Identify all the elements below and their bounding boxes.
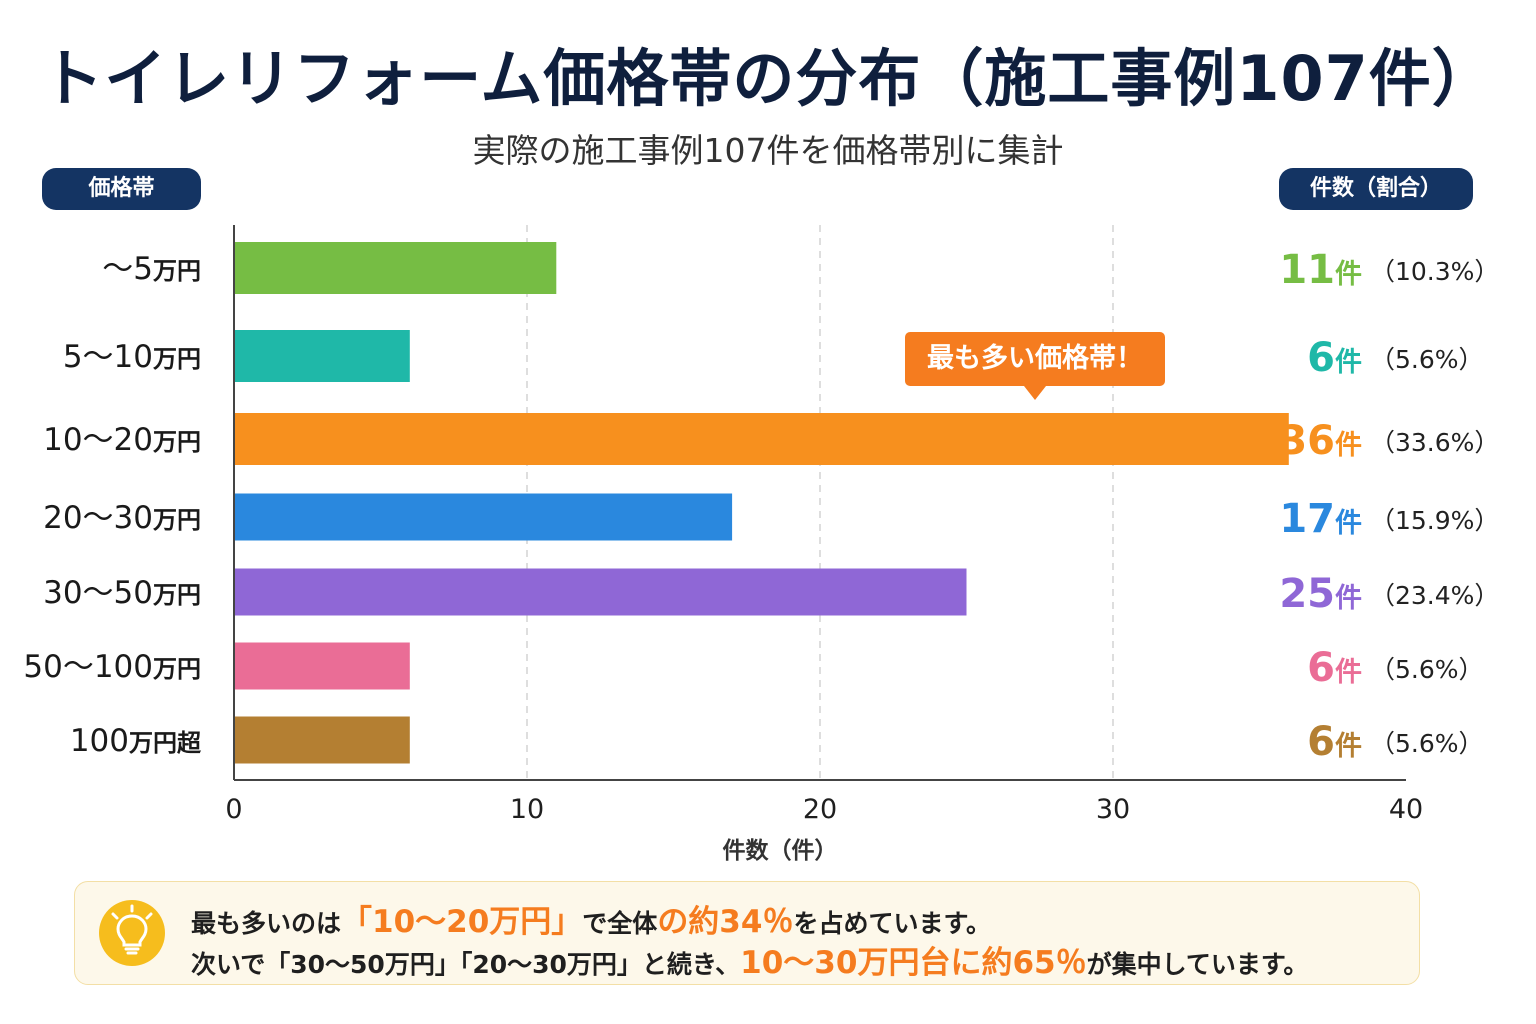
value-label-5: 6件 bbox=[1307, 645, 1362, 691]
insight-line-2: 次いで「30～50万円」「20～30万円」と続き、10～30万円台に約65％が集… bbox=[191, 937, 1308, 982]
value-label-6: 6件 bbox=[1307, 719, 1362, 765]
x-axis-label: 件数（件） bbox=[723, 837, 838, 864]
bar-0 bbox=[234, 242, 557, 294]
x-tick-label-40: 40 bbox=[1389, 794, 1423, 825]
bar-4 bbox=[234, 568, 967, 616]
percent-label-5: （5.6%） bbox=[1370, 655, 1484, 684]
value-label-0: 11件 bbox=[1279, 247, 1362, 293]
category-label-1: 5～10万円 bbox=[63, 339, 201, 375]
value-label-1: 6件 bbox=[1307, 335, 1362, 381]
insight-text: が集中しています。 bbox=[1086, 950, 1309, 979]
bar-3 bbox=[234, 493, 733, 541]
x-tick-label-0: 0 bbox=[225, 794, 242, 825]
category-label-3: 20～30万円 bbox=[43, 500, 201, 536]
insight-line-1: 最も多いのは「10～20万円」で全体の約34％を占めています。 bbox=[191, 896, 991, 941]
insight-text: を占めています。 bbox=[793, 909, 991, 938]
category-label-6: 100万円超 bbox=[70, 723, 202, 759]
percent-label-4: （23.4%） bbox=[1370, 581, 1499, 610]
insight-text: 最も多いのは bbox=[191, 909, 342, 938]
chart-subtitle: 実際の施工事例107件を価格帯別に集計 bbox=[472, 131, 1064, 170]
category-label-0: ～5万円 bbox=[102, 251, 201, 287]
insight-box: 最も多いのは「10～20万円」で全体の約34％を占めています。 次いで「30～5… bbox=[74, 881, 1420, 985]
value-label-2: 36件 bbox=[1279, 418, 1362, 464]
bar-chart: 0 10 20 30 40 件数（件） ～5万円 5～10万円 10～20万円 20～30万円 30… bbox=[23, 225, 1499, 864]
percent-label-1: （5.6%） bbox=[1370, 345, 1484, 374]
category-label-4: 30～50万円 bbox=[43, 575, 201, 611]
percent-label-3: （15.9%） bbox=[1370, 506, 1499, 535]
bar-5 bbox=[234, 642, 410, 690]
percent-label-6: （5.6%） bbox=[1370, 729, 1484, 758]
x-tick-label-20: 20 bbox=[803, 794, 837, 825]
chart-title: トイレリフォーム価格帯の分布（施工事例107件） bbox=[41, 42, 1495, 115]
category-label-2: 10～20万円 bbox=[43, 422, 201, 458]
insight-highlight: 「10～20万円」 bbox=[341, 904, 583, 940]
percent-label-0: （10.3%） bbox=[1370, 257, 1499, 286]
x-tick-label-10: 10 bbox=[510, 794, 544, 825]
insight-text: 次いで「30～50万円」「20～30万円」と続き、 bbox=[191, 950, 741, 979]
category-header-pill: 価格帯 bbox=[42, 168, 201, 210]
percent-label-2: （33.6%） bbox=[1370, 428, 1499, 457]
insight-highlight: 10～30万円台に約65％ bbox=[740, 945, 1087, 981]
lightbulb-icon bbox=[99, 900, 165, 966]
count-header-pill: 件数（割合） bbox=[1279, 168, 1473, 210]
bar-2 bbox=[234, 413, 1289, 465]
callout-tail bbox=[1024, 386, 1046, 400]
insight-highlight: の約34％ bbox=[657, 904, 794, 940]
value-label-4: 25件 bbox=[1279, 571, 1362, 617]
most-common-callout: 最も多い価格帯！ bbox=[905, 332, 1165, 386]
insight-text: で全体 bbox=[582, 909, 658, 938]
bar-1 bbox=[234, 330, 410, 382]
x-tick-label-30: 30 bbox=[1096, 794, 1130, 825]
category-label-5: 50～100万円 bbox=[23, 649, 201, 685]
value-label-3: 17件 bbox=[1279, 496, 1362, 542]
bar-6 bbox=[234, 716, 410, 764]
